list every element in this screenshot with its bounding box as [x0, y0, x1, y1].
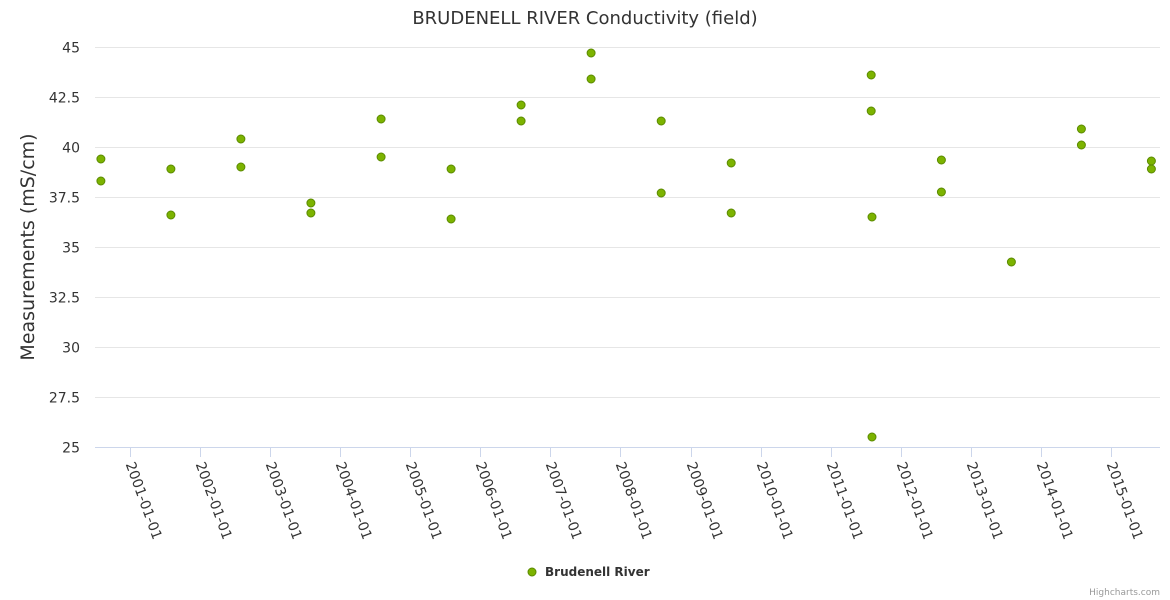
scatter-point[interactable]: [446, 164, 456, 174]
y-tick-label: 35: [62, 241, 80, 257]
scatter-point[interactable]: [586, 74, 596, 84]
scatter-points: [96, 48, 1156, 442]
y-tick-label: 42.5: [49, 91, 80, 107]
y-tick-label: 30: [62, 341, 80, 357]
scatter-point[interactable]: [1146, 164, 1156, 174]
legend-marker-icon: [527, 567, 537, 577]
y-axis-label: Measurements (mS/cm): [17, 133, 39, 360]
scatter-point[interactable]: [516, 100, 526, 110]
y-tick-label: 40: [62, 141, 80, 157]
scatter-point[interactable]: [867, 432, 877, 442]
scatter-point[interactable]: [586, 48, 596, 58]
y-tick-label: 25: [62, 441, 80, 457]
y-axis-tick-labels: 25 27.5 30 32.5 35 37.5 40 42.5 45: [49, 41, 80, 457]
chart-title: BRUDENELL RIVER Conductivity (field): [412, 8, 757, 29]
scatter-point[interactable]: [656, 116, 666, 126]
scatter-point[interactable]: [1076, 140, 1086, 150]
scatter-point[interactable]: [1006, 257, 1016, 267]
scatter-point[interactable]: [1076, 124, 1086, 134]
scatter-point[interactable]: [726, 158, 736, 168]
scatter-point[interactable]: [236, 162, 246, 172]
scatter-point[interactable]: [96, 154, 106, 164]
scatter-point[interactable]: [236, 134, 246, 144]
scatter-point[interactable]: [726, 208, 736, 218]
y-tick-label: 27.5: [49, 391, 80, 407]
scatter-point[interactable]: [866, 70, 876, 80]
scatter-point[interactable]: [96, 176, 106, 186]
scatter-point[interactable]: [376, 114, 386, 124]
scatter-point[interactable]: [166, 164, 176, 174]
scatter-point[interactable]: [1146, 156, 1156, 166]
scatter-point[interactable]: [446, 214, 456, 224]
scatter-point[interactable]: [936, 187, 946, 197]
scatter-point[interactable]: [656, 188, 666, 198]
scatter-point[interactable]: [866, 106, 876, 116]
credits-link[interactable]: Highcharts.com: [1089, 588, 1160, 598]
scatter-point[interactable]: [166, 210, 176, 220]
y-tick-label: 45: [62, 41, 80, 57]
scatter-point[interactable]: [306, 208, 316, 218]
legend-label: Brudenell River: [545, 565, 650, 579]
y-tick-label: 32.5: [49, 291, 80, 307]
scatter-point[interactable]: [516, 116, 526, 126]
scatter-point[interactable]: [376, 152, 386, 162]
y-tick-label: 37.5: [49, 191, 80, 207]
scatter-point[interactable]: [306, 198, 316, 208]
scatter-point[interactable]: [867, 212, 877, 222]
scatter-point[interactable]: [936, 155, 946, 165]
legend-item-brudenell-river[interactable]: Brudenell River: [527, 565, 650, 579]
